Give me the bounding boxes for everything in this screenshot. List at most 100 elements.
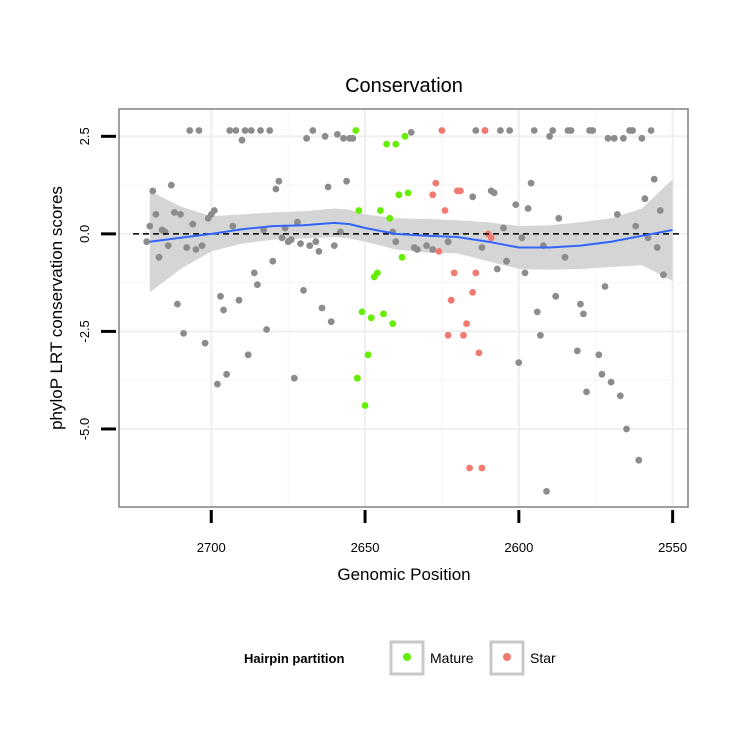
y-axis-title: phyloP LRT conservation scores xyxy=(47,186,66,430)
data-point-other xyxy=(177,211,184,218)
data-point-star xyxy=(460,331,467,339)
legend-title: Hairpin partition xyxy=(244,651,344,666)
data-point-other xyxy=(309,127,317,134)
data-point-other xyxy=(303,134,310,142)
legend-label-star: Star xyxy=(530,650,556,666)
y-tick-label: -5.0 xyxy=(77,418,92,440)
data-point-other xyxy=(189,220,197,228)
data-point-other xyxy=(210,207,218,214)
data-point-other xyxy=(324,183,332,191)
data-point-other xyxy=(244,351,252,359)
data-point-mature xyxy=(386,214,394,222)
data-point-other xyxy=(226,127,234,134)
data-point-other xyxy=(512,201,520,209)
legend: Hairpin partition Mature Star xyxy=(244,640,556,676)
data-point-other xyxy=(146,222,154,230)
data-point-star xyxy=(441,207,449,214)
y-tick-label: -2.5 xyxy=(77,320,92,342)
data-point-other xyxy=(641,195,649,203)
data-point-other xyxy=(272,185,280,193)
data-point-other xyxy=(616,392,624,400)
x-tick-label: 2550 xyxy=(658,540,687,555)
data-point-other xyxy=(257,127,264,134)
data-point-other xyxy=(334,131,341,138)
data-point-other xyxy=(653,244,661,251)
data-point-star xyxy=(444,331,452,339)
data-point-other xyxy=(552,292,560,300)
data-point-other xyxy=(232,127,240,134)
data-point-other xyxy=(260,226,267,234)
data-point-other xyxy=(294,218,301,226)
data-point-other xyxy=(321,132,329,140)
x-tick-label: 2600 xyxy=(504,540,533,555)
data-point-other xyxy=(580,310,587,318)
data-point-other xyxy=(598,370,606,378)
data-point-star xyxy=(475,349,483,357)
data-point-other xyxy=(201,339,209,347)
data-point-other xyxy=(577,300,584,308)
data-point-other xyxy=(573,347,581,355)
data-point-other xyxy=(490,189,498,197)
data-point-other xyxy=(546,132,553,140)
data-point-other xyxy=(300,287,307,294)
data-point-other xyxy=(318,304,326,312)
data-point-other xyxy=(174,300,181,308)
data-point-other xyxy=(330,242,338,250)
data-point-other xyxy=(306,242,314,250)
data-point-mature xyxy=(389,320,397,327)
data-point-other xyxy=(610,134,618,142)
data-point-star xyxy=(487,234,495,242)
data-point-other xyxy=(607,378,615,386)
data-point-other xyxy=(349,134,357,142)
data-point-other xyxy=(423,242,430,250)
data-point-other xyxy=(290,374,298,382)
x-axis-title: Genomic Position xyxy=(337,565,470,584)
data-point-other xyxy=(632,222,640,230)
x-tick-label: 2650 xyxy=(351,540,380,555)
data-point-other xyxy=(263,326,270,333)
data-point-other xyxy=(152,211,160,218)
data-point-mature xyxy=(354,374,361,382)
y-tick-label: 2.5 xyxy=(77,127,92,145)
legend-label-mature: Mature xyxy=(430,650,474,666)
data-point-star xyxy=(447,296,455,304)
data-point-other xyxy=(533,308,541,316)
data-point-star xyxy=(438,127,446,134)
data-point-other xyxy=(589,127,597,134)
data-point-other xyxy=(567,127,575,134)
data-point-other xyxy=(183,244,191,251)
data-point-other xyxy=(250,269,258,277)
data-point-other xyxy=(620,134,627,142)
data-point-other xyxy=(241,127,249,134)
data-point-other xyxy=(444,238,452,246)
data-point-other xyxy=(555,214,563,222)
data-point-other xyxy=(214,380,221,388)
data-point-other xyxy=(149,187,157,195)
data-point-other xyxy=(429,246,437,253)
data-point-other xyxy=(515,359,523,366)
data-point-other xyxy=(254,281,261,288)
data-point-other xyxy=(340,134,347,142)
data-point-other xyxy=(235,296,243,304)
data-point-other xyxy=(164,242,172,250)
data-point-mature xyxy=(401,132,409,140)
data-point-other xyxy=(186,127,194,134)
data-point-other xyxy=(561,253,569,261)
smooth-trend-line xyxy=(149,221,673,249)
plot-panel xyxy=(119,109,688,507)
data-point-other xyxy=(503,257,510,265)
data-point-star xyxy=(481,127,489,134)
data-point-other xyxy=(521,269,529,277)
data-point-other xyxy=(343,177,350,185)
data-point-other xyxy=(500,224,507,232)
data-point-other xyxy=(635,456,643,464)
data-point-star xyxy=(429,191,437,199)
plot-border xyxy=(118,108,689,508)
data-point-other xyxy=(195,127,203,134)
data-point-other xyxy=(478,244,486,251)
data-point-other xyxy=(650,175,658,183)
data-point-star xyxy=(472,269,480,277)
data-point-star xyxy=(478,464,486,472)
data-point-other xyxy=(656,207,664,214)
data-point-other xyxy=(647,127,655,134)
